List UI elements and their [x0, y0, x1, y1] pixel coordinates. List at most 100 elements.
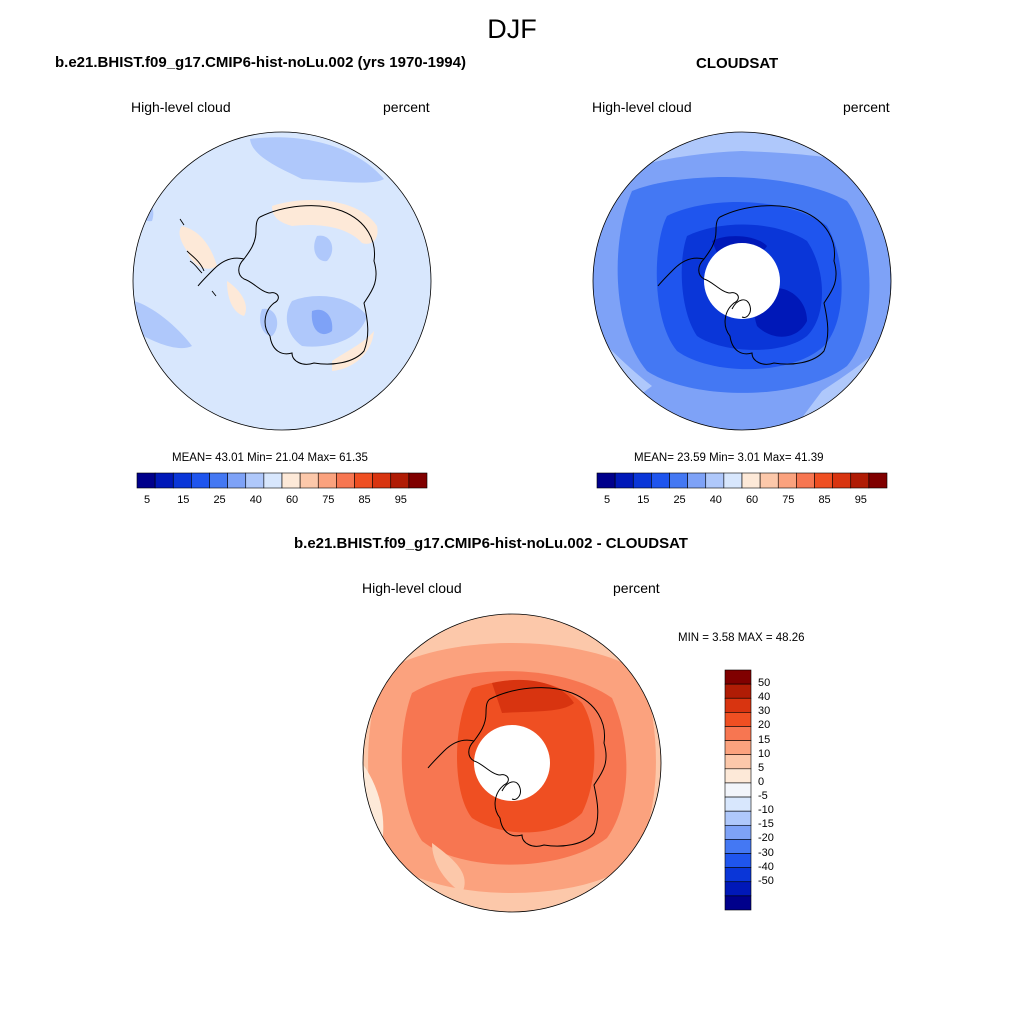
- model-contour-blue-small: [314, 235, 333, 262]
- model-coastline-details: [179, 218, 217, 297]
- diff-colorbar-box: [724, 824, 752, 840]
- diff-colorbar-tick: 0: [758, 775, 765, 788]
- obs-variable-label: High-level cloud: [592, 99, 692, 115]
- model-colorbar-tick: 25: [213, 494, 226, 506]
- figure-title: DJF: [487, 14, 537, 44]
- diff-colorbar-tick: 50: [758, 677, 771, 690]
- obs-colorbar-tick: 5: [604, 494, 611, 506]
- obs-colorbar-box: [777, 472, 797, 489]
- obs-colorbar-box: [669, 472, 688, 489]
- model-contour-blue-peninsula: [260, 308, 278, 336]
- model-map-border: [132, 131, 432, 431]
- model-colorbar-box: [209, 472, 228, 489]
- obs-colorbar-box: [868, 472, 888, 489]
- diff-colorbar-tick: -20: [758, 832, 774, 845]
- model-colorbar-box: [408, 472, 428, 489]
- obs-colorbar-box: [596, 472, 616, 489]
- obs-peninsula-coastline: [657, 257, 705, 287]
- obs-map-border: [592, 131, 892, 431]
- diff-colorbar-tick: 40: [758, 691, 771, 704]
- diff-colorbar-tick: 30: [758, 705, 771, 718]
- diff-colorbar-tick: -15: [758, 818, 774, 831]
- diff-pole-hole: [474, 725, 550, 801]
- model-polar-map: [132, 131, 432, 431]
- model-peninsula-coastline: [197, 257, 245, 287]
- diff-contour-pale-south: [432, 843, 465, 893]
- model-contour-blue-west: [134, 301, 192, 349]
- diff-colorbar: [724, 669, 752, 911]
- obs-colorbar-box: [723, 472, 743, 489]
- diff-colorbar-box: [724, 895, 752, 911]
- obs-colorbar-box: [814, 472, 833, 489]
- model-colorbar-box: [263, 472, 283, 489]
- obs-ross-ice-shelf: [731, 299, 751, 318]
- model-colorbar-box: [191, 472, 210, 489]
- obs-colorbar-tick: 40: [709, 494, 722, 506]
- diff-ross-ice-shelf: [501, 781, 521, 800]
- diff-antarctica-coastline: [468, 687, 607, 847]
- obs-colorbar-box: [832, 472, 852, 489]
- model-colorbar-box: [245, 472, 265, 489]
- diff-colorbar-tick: -10: [758, 804, 774, 817]
- diff-colorbar-tick: 5: [758, 761, 765, 774]
- model-units-label: percent: [383, 99, 430, 115]
- diff-colorbar-box: [724, 810, 752, 826]
- obs-colorbar-tick: 60: [745, 494, 759, 506]
- model-colorbar-tick: 5: [144, 494, 151, 506]
- diff-colorbar-tick: -40: [758, 860, 774, 873]
- model-contour-blue-core: [311, 309, 333, 335]
- obs-units-label: percent: [843, 99, 890, 115]
- model-colorbar-tick: 95: [394, 494, 407, 506]
- model-colorbar-tick: 60: [285, 494, 299, 506]
- obs-colorbar-box: [651, 472, 670, 489]
- diff-colorbar-box: [724, 726, 752, 741]
- model-colorbar-box: [299, 472, 319, 489]
- obs-colorbar-tick: 85: [818, 494, 831, 506]
- obs-colorbar-tick: 95: [854, 494, 867, 506]
- model-colorbar-tick: 85: [358, 494, 371, 506]
- obs-colorbar-tick: 15: [637, 494, 650, 506]
- model-colorbar-box: [336, 472, 355, 489]
- model-colorbar-tick: 40: [249, 494, 262, 506]
- model-colorbar-tick: 15: [177, 494, 190, 506]
- diff-colorbar-box: [724, 881, 752, 897]
- diff-colorbar-tick: -5: [758, 790, 768, 803]
- model-colorbar: [136, 472, 428, 489]
- diff-colorbar-box: [724, 754, 752, 770]
- obs-polar-map: [592, 131, 892, 431]
- model-colorbar-box: [372, 472, 392, 489]
- model-colorbar-box: [227, 472, 247, 489]
- diff-colorbar-box: [724, 796, 752, 812]
- model-colorbar-box: [172, 472, 192, 489]
- diff-colorbar-tick: 10: [758, 747, 771, 760]
- diff-units-label: percent: [613, 580, 660, 596]
- diff-colorbar-box: [724, 782, 752, 798]
- obs-colorbar-box: [850, 472, 870, 489]
- diff-colorbar-box: [724, 768, 752, 784]
- model-contour-orange-east: [332, 331, 374, 371]
- diff-colorbar-tick: -30: [758, 846, 774, 859]
- diff-variable-label: High-level cloud: [362, 580, 462, 596]
- diff-colorbar-box: [724, 683, 752, 699]
- obs-pole-hole: [704, 243, 780, 319]
- model-colorbar-box: [390, 472, 410, 489]
- model-variable-label: High-level cloud: [131, 99, 231, 115]
- model-colorbar-box: [281, 472, 301, 489]
- diff-peninsula-coastline: [427, 739, 475, 769]
- obs-colorbar-tick: 75: [782, 494, 795, 506]
- obs-colorbar-box: [796, 472, 815, 489]
- model-colorbar-box: [354, 472, 373, 489]
- obs-colorbar-tick: 25: [673, 494, 686, 506]
- obs-colorbar-box: [687, 472, 707, 489]
- obs-stats: MEAN= 23.59 Min= 3.01 Max= 41.39: [634, 452, 824, 464]
- model-colorbar-box: [154, 472, 174, 489]
- diff-colorbar-box: [724, 867, 752, 883]
- diff-colorbar-tick: 20: [758, 719, 771, 732]
- model-colorbar-tick: 75: [322, 494, 335, 506]
- obs-colorbar-box: [759, 472, 779, 489]
- model-colorbar-box: [136, 472, 156, 489]
- diff-colorbar-box: [724, 697, 752, 713]
- diff-colorbar-box: [724, 853, 752, 868]
- obs-colorbar-box: [614, 472, 634, 489]
- diff-colorbar-tick: 15: [758, 733, 771, 746]
